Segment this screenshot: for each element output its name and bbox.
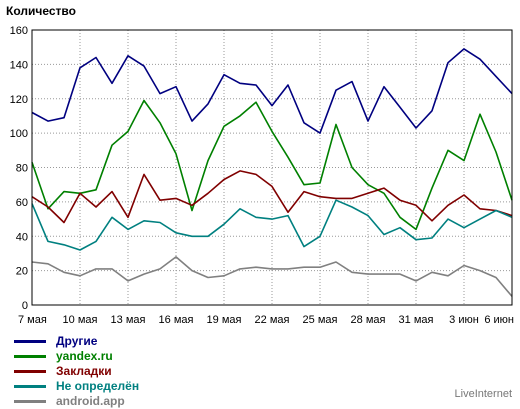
series-line-3 [31,199,513,251]
y-tick-label: 160 [10,25,28,37]
legend-item: yandex.ru [14,349,139,364]
legend-label: Не определён [56,379,140,393]
legend-label: Другие [56,334,98,348]
y-tick-label: 60 [16,197,28,209]
x-tick-label: 25 мая [303,314,338,326]
legend-label: android.app [56,394,125,408]
series-lines [31,48,513,297]
series-line-1 [31,99,513,231]
x-tick-label: 6 июн [484,314,514,326]
legend-item: Не определён [14,379,139,394]
x-tick-label: 3 июн [449,314,479,326]
grid [32,30,512,305]
legend: Другие yandex.ru Закладки Не определён andro… [14,334,139,409]
x-tick-label: 13 мая [111,314,146,326]
series-line-0 [31,48,513,134]
legend-item: Закладки [14,364,139,379]
legend-label: yandex.ru [56,349,113,363]
plot-frame [31,29,513,306]
legend-item: Другие [14,334,139,349]
x-tick-label: 7 мая [18,314,47,326]
x-axis-ticks: 7 мая 10 мая 13 мая 16 мая 19 мая 22 мая 25 ма… [18,314,514,326]
legend-swatch [14,340,46,343]
x-tick-label: 10 мая [63,314,98,326]
x-tick-label: 16 мая [159,314,194,326]
x-tick-label: 31 мая [399,314,434,326]
chart-title: Количество [6,4,76,18]
y-tick-label: 80 [16,163,28,175]
y-tick-label: 20 [16,266,28,278]
y-tick-label: 0 [22,300,28,312]
series-line-4 [31,256,513,297]
legend-swatch [14,370,46,373]
legend-item: android.app [14,394,139,409]
y-tick-label: 40 [16,231,28,243]
legend-label: Закладки [56,364,112,378]
y-tick-label: 140 [10,59,28,71]
legend-swatch [14,355,46,358]
y-tick-label: 120 [10,94,28,106]
legend-swatch [14,385,46,388]
brand-label: LiveInternet [454,388,512,400]
y-tick-label: 100 [10,128,28,140]
x-tick-label: 22 мая [255,314,290,326]
legend-swatch [14,400,46,403]
x-tick-label: 19 мая [207,314,242,326]
x-tick-label: 28 мая [351,314,386,326]
y-axis-ticks: 0 20 40 60 80 100 120 140 160 [10,25,28,312]
series-line-2 [31,170,513,224]
